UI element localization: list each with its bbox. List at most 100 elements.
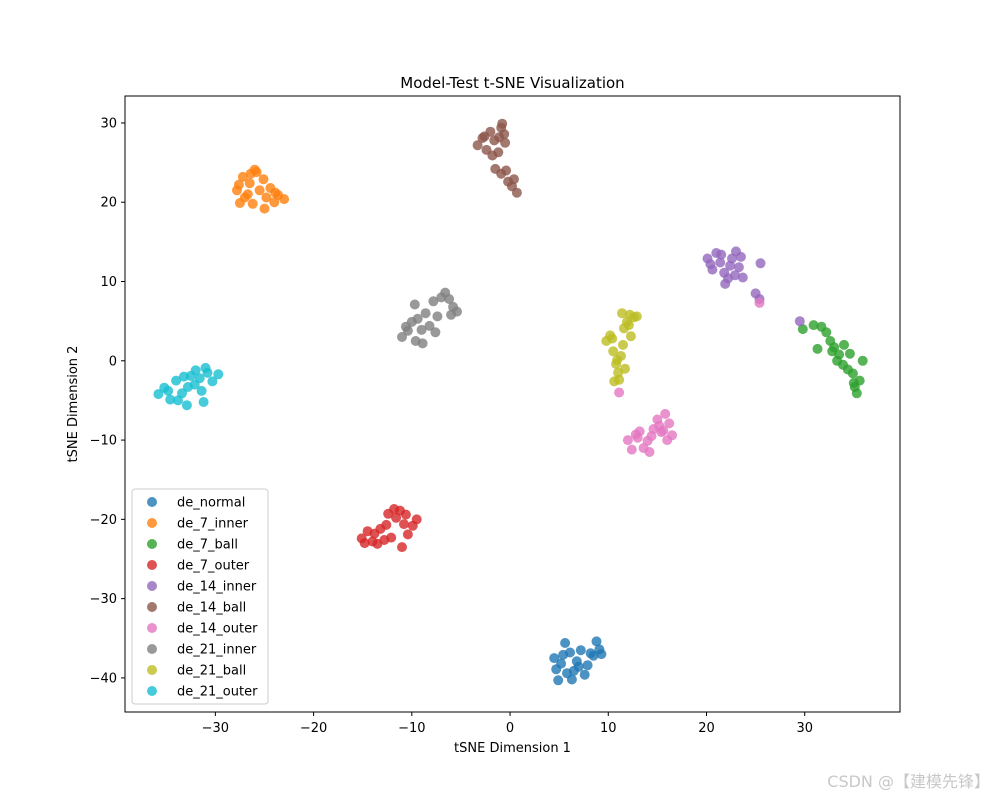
x-axis-label: tSNE Dimension 1 (454, 741, 571, 756)
point-de_7_ball-1 (808, 320, 819, 331)
legend-label-de_7_inner: de_7_inner (177, 517, 249, 532)
point-de_normal-6 (575, 645, 586, 656)
point-de_7_outer-19 (359, 538, 370, 549)
point-de_14_outer-6 (644, 447, 655, 457)
point-de_7_ball-4 (821, 327, 832, 338)
point-de_7_inner-2 (244, 178, 255, 189)
y-axis-label: tSNE Dimension 2 (66, 346, 81, 463)
legend-marker-de_21_ball (147, 665, 157, 675)
point-de_14_ball-0 (472, 140, 483, 151)
point-de_7_outer-5 (381, 519, 392, 530)
point-de_normal-14 (551, 664, 562, 675)
point-de_21_outer-5 (181, 400, 192, 411)
point-de_7_inner-15 (261, 192, 272, 203)
point-de_7_inner-10 (259, 203, 270, 214)
point-de_7_outer-12 (411, 514, 422, 525)
point-de_21_outer-14 (173, 395, 183, 406)
point-de_21_inner-9 (432, 311, 443, 322)
point-de_7_inner-1 (237, 171, 248, 182)
legend-label-de_21_outer: de_21_outer (177, 685, 258, 700)
point-de_14_inner-10 (730, 270, 740, 281)
point-de_7_inner-18 (245, 168, 256, 179)
y-tick-label: 10 (100, 275, 117, 290)
legend-marker-de_7_inner (147, 518, 157, 528)
legend-marker-de_14_inner (147, 581, 157, 591)
legend-marker-de_normal (147, 497, 157, 507)
point-de_7_outer-9 (399, 519, 409, 530)
point-de_normal-11 (560, 638, 571, 648)
y-tick-label: −30 (90, 592, 117, 607)
legend-marker-de_21_outer (147, 686, 157, 696)
point-de_14_outer-14 (662, 435, 673, 446)
legend-marker-de_7_ball (147, 539, 157, 549)
point-de_normal-3 (553, 675, 564, 686)
point-de_21_inner-19 (446, 309, 457, 320)
point-de_21_ball-17 (620, 363, 630, 374)
point-de_7_outer-10 (402, 529, 413, 540)
point-de_14_outer-19 (658, 425, 669, 436)
point-de_21_inner-16 (400, 321, 411, 332)
point-de_21_ball-8 (618, 339, 628, 350)
point-de_21_inner-6 (420, 308, 431, 319)
point-de_7_inner-8 (279, 194, 290, 205)
point-de_normal-7 (582, 660, 593, 671)
point-de_21_outer-12 (213, 369, 224, 380)
point-de_14_outer-1 (626, 444, 637, 455)
point-de_21_inner-12 (444, 294, 455, 304)
y-tick-label: 0 (109, 354, 117, 369)
watermark-text: CSDN @【建模先锋】 (827, 772, 990, 791)
point-de_14_inner-8 (733, 262, 744, 273)
legend-marker-de_14_ball (147, 602, 157, 612)
point-de_14_outer-17 (614, 387, 625, 398)
point-de_21_outer-2 (165, 394, 176, 405)
legend-label-de_7_ball: de_7_ball (177, 538, 238, 553)
point-de_21_outer-18 (178, 371, 189, 382)
legend-label-de_14_ball: de_14_ball (177, 601, 246, 616)
x-tick-label: −20 (300, 721, 327, 736)
point-de_normal-15 (566, 674, 577, 685)
point-de_21_outer-16 (163, 385, 174, 396)
legend-items: de_normal de_7_inner de_7_ball de_7_outerde… (147, 496, 258, 700)
point-de_21_outer-19 (196, 385, 207, 396)
point-de_7_ball-0 (797, 324, 808, 335)
point-de_7_ball-18 (844, 348, 855, 359)
point-de_7_outer-16 (379, 535, 390, 545)
x-tick-label: −10 (398, 721, 425, 736)
point-de_7_ball-14 (857, 355, 868, 366)
point-de_normal-19 (596, 649, 607, 660)
y-axis-ticks: −40 −30 −20 −10 0 10 20 30 (90, 116, 125, 686)
legend-label-de_normal: de_normal (177, 496, 245, 511)
point-de_21_ball-19 (623, 320, 634, 331)
point-de_7_ball-15 (839, 339, 849, 350)
point-de_21_outer-8 (194, 373, 205, 384)
point-de_7_inner-14 (242, 189, 253, 200)
point-de_14_ball-18 (479, 131, 490, 142)
point-de_21_inner-18 (430, 327, 441, 338)
point-de_14_inner-3 (715, 257, 726, 268)
point-de_14_inner-18 (720, 278, 731, 289)
point-de_14_outer-11 (664, 418, 675, 429)
point-de_7_inner-13 (234, 198, 245, 208)
point-de_14_inner-19 (725, 260, 736, 271)
point-de_21_ball-15 (617, 308, 627, 319)
point-de_14_outer-0 (622, 435, 633, 446)
point-de_7_outer-18 (400, 509, 411, 520)
point-de_14_outer-16 (646, 431, 657, 442)
point-de_7_ball-3 (812, 343, 823, 354)
point-de_21_ball-2 (608, 346, 619, 357)
x-axis-ticks: −30 −20 −10 0 10 20 30 (202, 712, 813, 736)
legend-label-de_21_ball: de_21_ball (177, 664, 246, 679)
legend-marker-de_21_inner (147, 644, 157, 654)
point-de_7_ball-10 (847, 368, 858, 379)
legend: de_normal de_7_inner de_7_ball de_7_outerde… (131, 488, 269, 705)
point-de_21_inner-8 (428, 296, 439, 307)
point-de_7_ball-17 (827, 346, 838, 357)
point-de_normal-13 (591, 636, 602, 647)
point-de_7_ball-16 (832, 355, 843, 366)
point-de_21_outer-13 (182, 382, 193, 392)
chart-title: Model-Test t-SNE Visualization (400, 74, 624, 92)
point-de_14_inner-17 (794, 316, 805, 327)
point-de_21_ball-13 (631, 311, 642, 322)
point-de_normal-16 (558, 649, 569, 660)
